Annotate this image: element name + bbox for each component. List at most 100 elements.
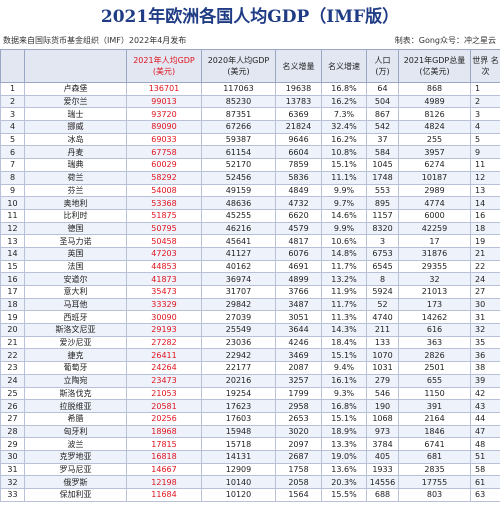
cell-gdp-2020: 31707 bbox=[201, 285, 276, 299]
cell-gdp-2020: 117063 bbox=[201, 82, 276, 96]
cell-nominal-growth: 15.1% bbox=[321, 348, 367, 363]
cell-gdp-2020: 87351 bbox=[201, 107, 276, 122]
cell-nominal-growth: 11.1% bbox=[321, 170, 367, 185]
cell-index: 2 bbox=[0, 94, 25, 109]
cell-gdp-total: 32 bbox=[398, 272, 471, 286]
cell-nominal-growth: 15.5% bbox=[321, 488, 367, 502]
cell-index: 28 bbox=[0, 424, 25, 439]
cell-country: 斯洛文尼亚 bbox=[24, 323, 127, 337]
table-row: 24 立陶宛 23473 20216 3257 16.1% 279 655 39 bbox=[0, 373, 500, 388]
cell-gdp-2020: 17603 bbox=[201, 411, 276, 426]
cell-nominal-growth: 15.1% bbox=[321, 158, 367, 172]
cell-population: 405 bbox=[366, 449, 399, 464]
cell-world-rank: 63 bbox=[470, 488, 500, 502]
cell-world-rank: 14 bbox=[470, 196, 500, 210]
cell-population: 584 bbox=[366, 145, 399, 160]
cell-nominal-increase: 2087 bbox=[275, 361, 322, 375]
cell-index: 12 bbox=[0, 221, 25, 236]
cell-nominal-growth: 18.9% bbox=[321, 424, 367, 439]
cell-population: 4740 bbox=[366, 310, 399, 325]
cell-gdp-2020: 29842 bbox=[201, 297, 276, 312]
cell-index: 25 bbox=[0, 386, 25, 401]
cell-nominal-growth: 11.3% bbox=[321, 310, 367, 325]
cell-nominal-growth: 11.9% bbox=[321, 285, 367, 299]
cell-gdp-2021: 60029 bbox=[126, 158, 202, 172]
cell-population: 546 bbox=[366, 386, 399, 401]
cell-gdp-total: 616 bbox=[398, 323, 471, 337]
cell-index: 18 bbox=[0, 297, 25, 312]
cell-population: 190 bbox=[366, 399, 399, 413]
cell-gdp-2021: 50795 bbox=[126, 221, 202, 236]
cell-country: 俄罗斯 bbox=[24, 475, 127, 489]
cell-index: 13 bbox=[0, 234, 25, 248]
table-row: 27 希腊 20256 17603 2653 15.1% 1068 2164 44 bbox=[0, 411, 500, 426]
cell-gdp-total: 2835 bbox=[398, 462, 471, 477]
table-row: 29 波兰 17815 15718 2097 13.3% 3784 6741 48 bbox=[0, 437, 500, 451]
table-row: 3 瑞士 93720 87351 6369 7.3% 867 8126 3 bbox=[0, 107, 500, 122]
header-nominal-increase: 名义增量 bbox=[275, 49, 322, 83]
cell-index: 23 bbox=[0, 361, 25, 375]
cell-gdp-total: 363 bbox=[398, 335, 471, 350]
table-row: 7 瑞典 60029 52170 7859 15.1% 1045 6274 11 bbox=[0, 158, 500, 172]
cell-index: 11 bbox=[0, 208, 25, 223]
cell-world-rank: 36 bbox=[470, 348, 500, 363]
page-title: 2021年欧洲各国人均GDP（IMF版） bbox=[0, 0, 500, 34]
cell-nominal-increase: 6369 bbox=[275, 107, 322, 122]
cell-gdp-2020: 67266 bbox=[201, 120, 276, 134]
cell-gdp-2021: 27282 bbox=[126, 335, 202, 350]
cell-world-rank: 1 bbox=[470, 82, 500, 96]
cell-country: 西班牙 bbox=[24, 310, 127, 325]
cell-nominal-growth: 16.8% bbox=[321, 82, 367, 96]
cell-gdp-total: 1846 bbox=[398, 424, 471, 439]
table-row: 31 罗马尼亚 14667 12909 1758 13.6% 1933 2835 58 bbox=[0, 462, 500, 477]
cell-country: 波兰 bbox=[24, 437, 127, 451]
cell-gdp-2021: 23473 bbox=[126, 373, 202, 388]
cell-nominal-increase: 3469 bbox=[275, 348, 322, 363]
cell-gdp-2020: 10140 bbox=[201, 475, 276, 489]
cell-gdp-total: 4824 bbox=[398, 120, 471, 134]
cell-nominal-increase: 1758 bbox=[275, 462, 322, 477]
cell-index: 1 bbox=[0, 82, 25, 96]
cell-nominal-increase: 4817 bbox=[275, 234, 322, 248]
table-row: 9 芬兰 54008 49159 4849 9.9% 553 2989 13 bbox=[0, 183, 500, 198]
cell-nominal-increase: 3766 bbox=[275, 285, 322, 299]
cell-gdp-total: 2501 bbox=[398, 361, 471, 375]
cell-gdp-total: 42259 bbox=[398, 221, 471, 236]
table-row: 21 爱沙尼亚 27282 23036 4246 18.4% 133 363 35 bbox=[0, 335, 500, 350]
table-row: 25 斯洛伐克 21053 19254 1799 9.3% 546 1150 42 bbox=[0, 386, 500, 401]
cell-gdp-total: 2826 bbox=[398, 348, 471, 363]
cell-index: 17 bbox=[0, 285, 25, 299]
cell-population: 52 bbox=[366, 297, 399, 312]
table-row: 15 法国 44853 40162 4691 11.7% 6545 29355 22 bbox=[0, 259, 500, 274]
cell-gdp-total: 255 bbox=[398, 132, 471, 147]
cell-country: 瑞士 bbox=[24, 107, 127, 122]
cell-country: 拉脱维亚 bbox=[24, 399, 127, 413]
cell-world-rank: 31 bbox=[470, 310, 500, 325]
cell-gdp-2021: 24264 bbox=[126, 361, 202, 375]
cell-population: 895 bbox=[366, 196, 399, 210]
cell-world-rank: 61 bbox=[470, 475, 500, 489]
cell-nominal-increase: 3051 bbox=[275, 310, 322, 325]
cell-nominal-increase: 2097 bbox=[275, 437, 322, 451]
cell-world-rank: 58 bbox=[470, 462, 500, 477]
cell-gdp-total: 655 bbox=[398, 373, 471, 388]
cell-world-rank: 2 bbox=[470, 94, 500, 109]
header-gdp-2020: 2020年人均GDP (美元) bbox=[201, 49, 276, 83]
credit-note: 制表：Gong众号：冲之星云 bbox=[394, 36, 496, 45]
cell-country: 安道尔 bbox=[24, 272, 127, 286]
cell-nominal-growth: 10.6% bbox=[321, 234, 367, 248]
cell-world-rank: 24 bbox=[470, 272, 500, 286]
cell-nominal-growth: 14.8% bbox=[321, 246, 367, 261]
cell-nominal-growth: 14.3% bbox=[321, 323, 367, 337]
cell-gdp-2020: 10120 bbox=[201, 488, 276, 502]
cell-nominal-increase: 3487 bbox=[275, 297, 322, 312]
cell-gdp-2020: 19254 bbox=[201, 386, 276, 401]
header-gdp-2021: 2021年人均GDP (美元) bbox=[126, 49, 202, 83]
cell-index: 20 bbox=[0, 323, 25, 337]
cell-world-rank: 32 bbox=[470, 323, 500, 337]
cell-population: 3784 bbox=[366, 437, 399, 451]
cell-gdp-total: 6000 bbox=[398, 208, 471, 223]
table-row: 12 德国 50795 46216 4579 9.9% 8320 42259 18 bbox=[0, 221, 500, 236]
cell-nominal-increase: 4579 bbox=[275, 221, 322, 236]
cell-gdp-2020: 22942 bbox=[201, 348, 276, 363]
